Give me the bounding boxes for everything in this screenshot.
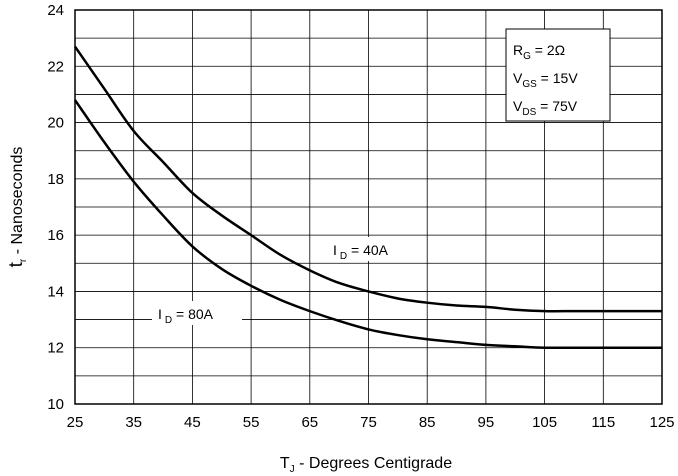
y-tick-label: 16 <box>47 227 64 244</box>
x-tick-label: 85 <box>419 414 436 431</box>
x-tick-label: 115 <box>591 414 615 431</box>
series-lines <box>73 45 662 350</box>
x-tick-label: 45 <box>184 414 201 431</box>
x-tick-label: 25 <box>67 414 84 431</box>
series-label-40a-bg <box>327 237 417 261</box>
y-tick-label: 14 <box>47 283 64 300</box>
y-tick-label: 20 <box>47 115 64 132</box>
x-tick-label: 35 <box>125 414 142 431</box>
condition-vgs: VGS = 15V <box>513 70 578 90</box>
y-tick-label: 10 <box>47 396 64 413</box>
x-axis-label: TJ - Degrees Centigrade <box>280 455 452 475</box>
x-tick-label: 55 <box>243 414 260 431</box>
y-tick-label: 22 <box>47 58 64 75</box>
series-line-0 <box>73 45 662 313</box>
y-tick-label: 24 <box>47 2 64 19</box>
condition-rg: RG = 2Ω <box>513 42 565 62</box>
x-tick-label: 75 <box>360 414 377 431</box>
y-axis-label: tr - Nanoseconds <box>6 147 29 268</box>
y-tick-label: 12 <box>47 340 64 357</box>
x-tick-label: 105 <box>532 414 557 431</box>
conditions-box: RG = 2Ω VGS = 15V VDS = 75V <box>505 28 611 122</box>
x-tick-label: 95 <box>478 414 495 431</box>
condition-vds: VDS = 75V <box>513 98 578 118</box>
conditions-box-frame <box>505 28 611 122</box>
x-tick-label: 65 <box>301 414 318 431</box>
series-label-80a-bg <box>152 301 242 325</box>
y-tick-label: 18 <box>47 171 64 188</box>
series-line-1 <box>73 99 662 350</box>
tick-labels: 25 35 45 55 65 75 85 95 105 115 125 10 12 14 16 18 20 22 2… <box>47 2 674 431</box>
plot-frame <box>74 9 663 405</box>
x-tick-label: 125 <box>649 414 674 431</box>
